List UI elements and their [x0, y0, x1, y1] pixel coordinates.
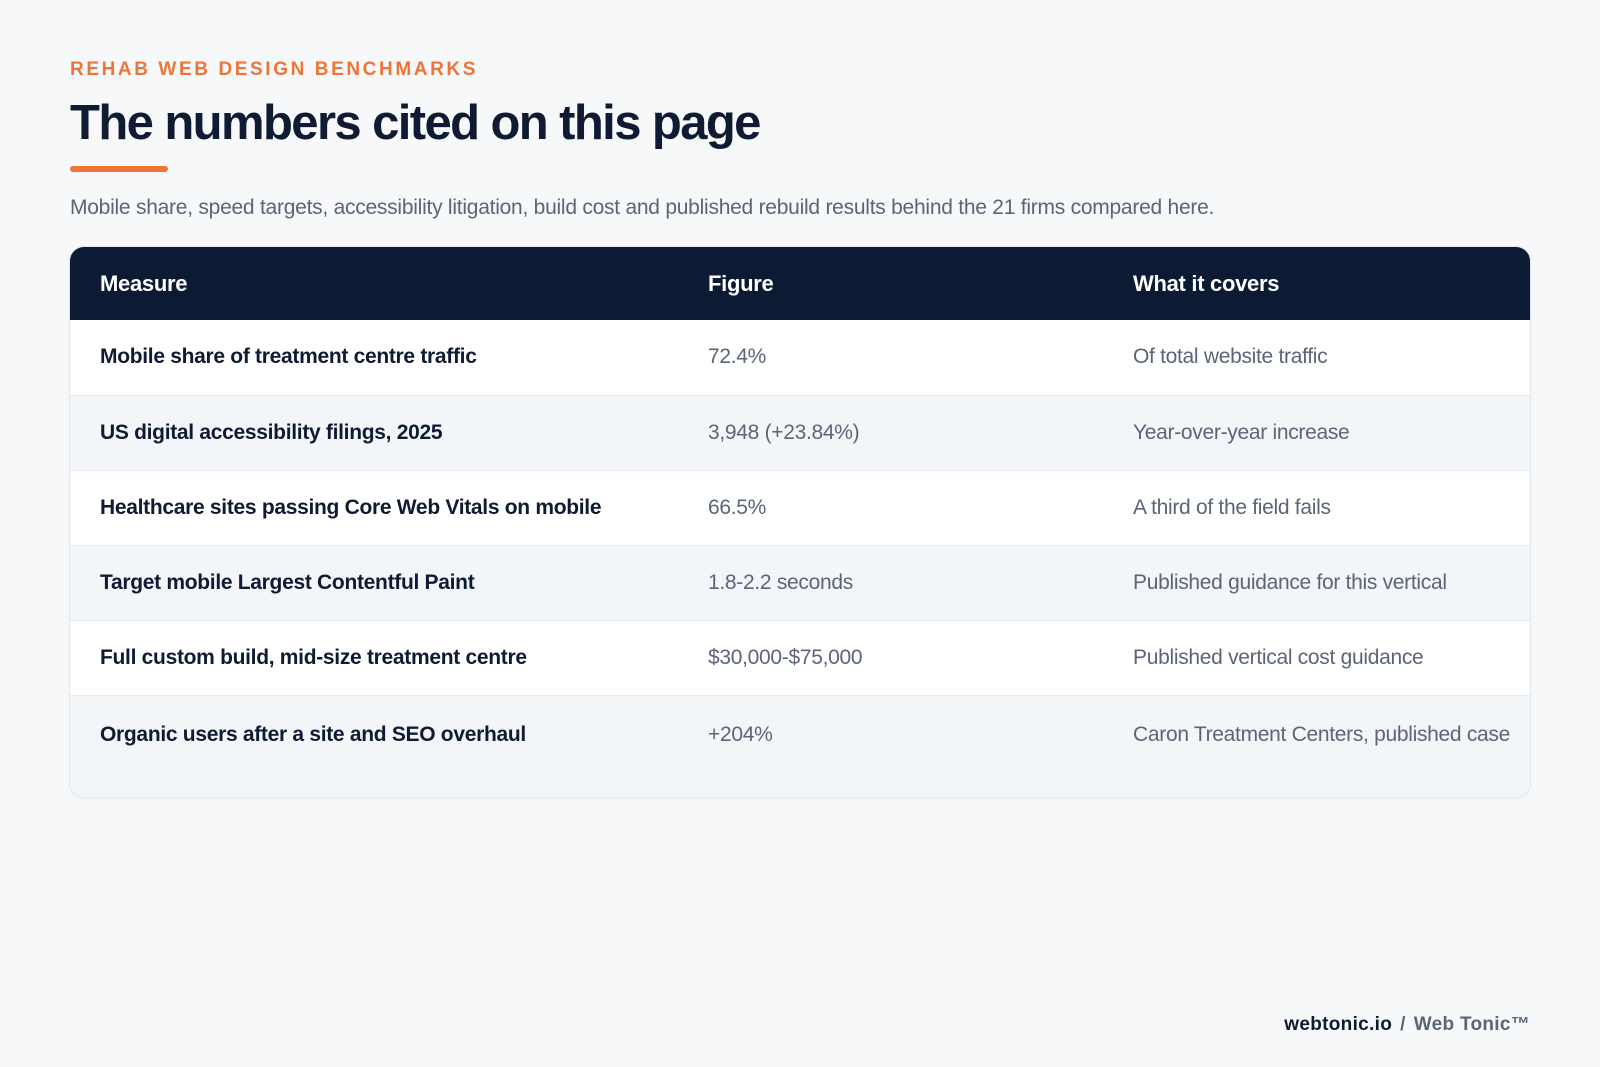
kicker-label: REHAB WEB DESIGN BENCHMARKS	[70, 59, 478, 80]
table-row: US digital accessibility filings, 2025 3…	[70, 395, 1530, 470]
figure-cell: 66.5%	[708, 495, 767, 519]
footer-brand: Web Tonic™	[1413, 1014, 1530, 1035]
title-underline	[70, 166, 168, 172]
table-header: Measure Figure What it covers	[70, 247, 1530, 320]
measure-cell: Full custom build, mid-size treatment ce…	[100, 645, 527, 669]
measure-cell: Target mobile Largest Contentful Paint	[100, 570, 475, 594]
measure-cell: Mobile share of treatment centre traffic	[100, 345, 477, 369]
measure-cell: Organic users after a site and SEO overh…	[100, 722, 526, 746]
table-header-row: Measure Figure What it covers	[70, 247, 1530, 320]
figure-cell: 3,948 (+23.84%)	[708, 420, 860, 444]
measure-cell: US digital accessibility filings, 2025	[100, 420, 443, 444]
footer-domain-link[interactable]: webtonic.io	[1284, 1014, 1393, 1035]
table-row: Organic users after a site and SEO overh…	[70, 695, 1530, 797]
page-subtitle: Mobile share, speed targets, accessibili…	[70, 196, 1215, 219]
table-row: Mobile share of treatment centre traffic…	[70, 320, 1530, 395]
page-title: The numbers cited on this page	[70, 96, 761, 150]
measure-cell: Healthcare sites passing Core Web Vitals…	[100, 495, 602, 519]
covers-cell: Caron Treatment Centers, published case	[1133, 722, 1511, 746]
figure-cell: +204%	[708, 722, 773, 746]
covers-cell: Published guidance for this vertical	[1133, 570, 1447, 594]
footer-separator: /	[1400, 1014, 1406, 1035]
covers-cell: Year-over-year increase	[1133, 420, 1350, 444]
table-body: Mobile share of treatment centre traffic…	[70, 320, 1530, 797]
benchmarks-table-card: Measure Figure What it covers Mobile sha…	[70, 247, 1530, 797]
figure-cell: 72.4%	[708, 345, 767, 369]
footer-credit: webtonic.io / Web Tonic™	[1284, 1014, 1530, 1036]
column-header-figure: Figure	[708, 270, 774, 296]
covers-cell: A third of the field fails	[1133, 495, 1331, 519]
covers-cell: Published vertical cost guidance	[1133, 645, 1424, 669]
figure-cell: 1.8-2.2 seconds	[708, 570, 853, 594]
column-header-covers: What it covers	[1133, 270, 1280, 296]
column-header-measure: Measure	[100, 270, 188, 296]
covers-cell: Of total website traffic	[1133, 345, 1328, 369]
table-row: Healthcare sites passing Core Web Vitals…	[70, 470, 1530, 545]
figure-cell: $30,000-$75,000	[708, 645, 863, 669]
table-row: Full custom build, mid-size treatment ce…	[70, 620, 1530, 695]
table-row: Target mobile Largest Contentful Paint 1…	[70, 545, 1530, 620]
benchmarks-table: Measure Figure What it covers Mobile sha…	[70, 247, 1530, 797]
